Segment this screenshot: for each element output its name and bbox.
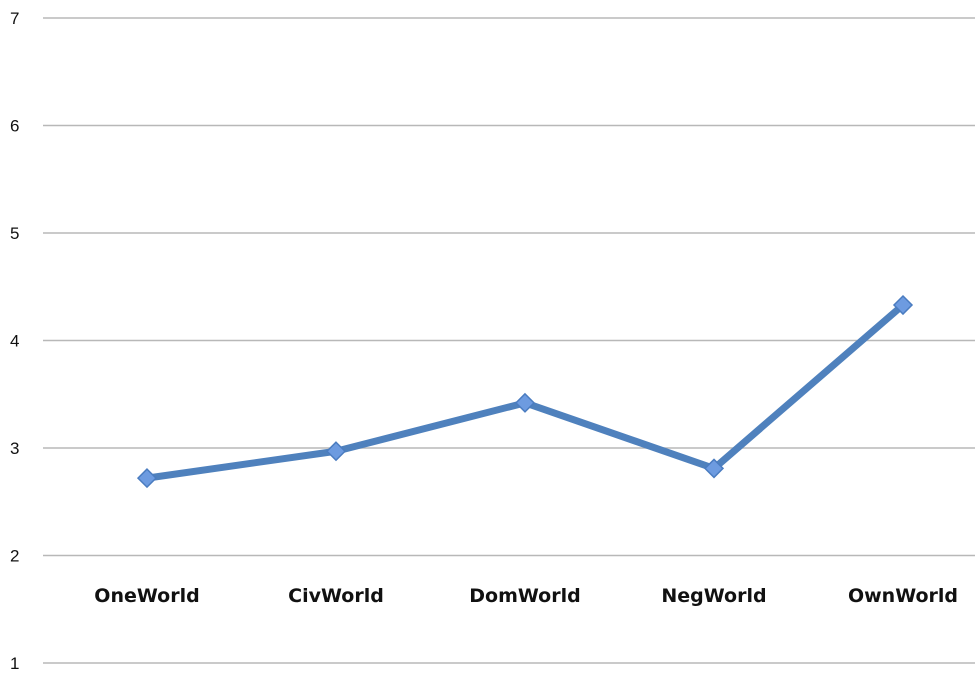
y-tick-label: 7	[10, 9, 19, 28]
data-point-marker	[514, 392, 536, 413]
data-point-marker	[892, 294, 914, 316]
x-axis-category-labels: OneWorld CivWorld DomWorld NegWorld OwnWorld	[94, 585, 958, 607]
x-category-label: CivWorld	[288, 585, 384, 607]
x-category-label: OneWorld	[94, 585, 199, 607]
x-category-label: OwnWorld	[848, 585, 958, 607]
data-point-marker	[136, 468, 158, 489]
x-category-label: NegWorld	[661, 585, 766, 607]
y-tick-label: 3	[10, 439, 19, 458]
y-tick-label: 5	[10, 224, 19, 243]
y-tick-label: 6	[10, 117, 19, 136]
gridlines	[43, 17, 975, 664]
series-group	[136, 294, 914, 489]
y-tick-label: 4	[10, 332, 19, 351]
y-tick-label: 2	[10, 547, 19, 566]
x-category-label: DomWorld	[469, 585, 580, 607]
y-axis-tick-labels: 1 2 3 4 5 6 7	[10, 9, 19, 673]
series-line	[143, 301, 907, 482]
data-point-marker	[703, 458, 725, 479]
y-tick-label: 1	[10, 654, 19, 673]
data-point-marker	[325, 441, 347, 462]
